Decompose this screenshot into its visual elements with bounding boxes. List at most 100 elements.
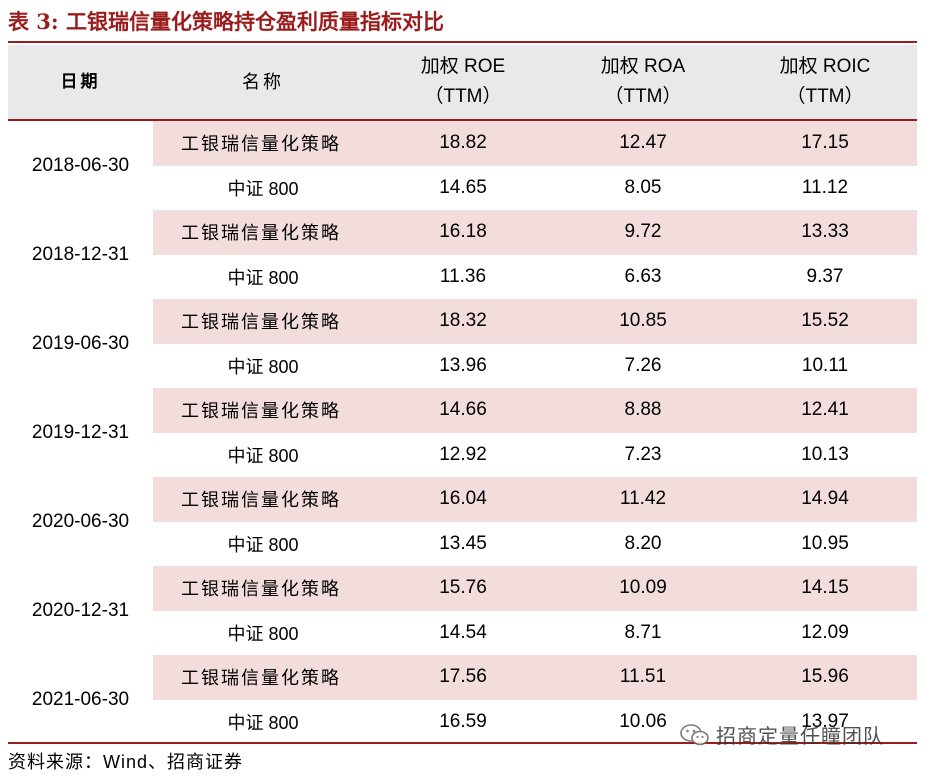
row-roe: 12.92 (439, 443, 487, 465)
row-roa: 9.72 (624, 221, 662, 243)
table-row: 工银瑞信量化策略 18.32 10.85 15.52 (8, 299, 917, 344)
header-date: 日期 (60, 72, 101, 92)
row-roe: 17.56 (439, 666, 487, 688)
table-row: 中证 800 13.45 8.20 10.95 (8, 522, 917, 567)
row-roe: 14.65 (439, 176, 487, 198)
header-roe-line1: 加权 ROE (420, 56, 506, 77)
row-highlight (153, 655, 917, 700)
row-roic: 17.15 (801, 132, 849, 154)
row-date: 2021-06-30 (31, 688, 130, 710)
row-roic: 11.12 (801, 176, 849, 198)
row-date: 2019-06-30 (31, 332, 130, 354)
row-date: 2020-06-30 (31, 510, 130, 532)
row-name: 中证 800 (227, 267, 299, 288)
row-roa: 8.20 (624, 532, 662, 554)
row-roa: 8.88 (624, 399, 662, 421)
table-row: 中证 800 14.54 8.71 12.09 (8, 611, 917, 656)
row-name: 中证 800 (227, 712, 299, 733)
table-row: 中证 800 11.36 6.63 9.37 (8, 255, 917, 300)
row-name: 工银瑞信量化策略 (181, 134, 341, 155)
row-roa: 7.23 (624, 443, 662, 465)
row-roic: 9.37 (806, 265, 844, 287)
title-rule (8, 41, 917, 43)
row-roe: 18.32 (439, 310, 487, 332)
row-name: 中证 800 (227, 356, 299, 377)
row-highlight (153, 299, 917, 344)
row-roe: 11.36 (439, 265, 487, 287)
row-roe: 18.82 (439, 132, 487, 154)
row-name: 工银瑞信量化策略 (181, 312, 341, 333)
row-date: 2019-12-31 (31, 421, 130, 443)
row-roa: 7.26 (624, 354, 662, 376)
row-roic: 14.94 (801, 488, 849, 510)
header-roic: 加权 ROIC （TTM） (733, 45, 917, 119)
table-title: 表 3: 工银瑞信量化策略持仓盈利质量指标对比 (8, 9, 444, 34)
row-roic: 13.97 (801, 710, 849, 732)
row-highlight (153, 566, 917, 611)
watermark-text: 招商定量任瞳团队 (716, 726, 884, 748)
row-name: 工银瑞信量化策略 (181, 223, 341, 244)
row-roa: 8.71 (624, 621, 662, 643)
row-date: 2020-12-31 (31, 599, 130, 621)
table-row: 中证 800 13.96 7.26 10.11 (8, 344, 917, 389)
row-highlight (153, 388, 917, 433)
header-roic-line1: 加权 ROIC (779, 56, 871, 77)
table-row: 工银瑞信量化策略 15.76 10.09 14.15 (8, 566, 917, 611)
row-roic: 14.15 (801, 577, 849, 599)
table-row: 中证 800 16.59 10.06 13.97 (8, 700, 917, 745)
header-name: 名称 (242, 72, 284, 92)
row-roic: 12.41 (801, 399, 849, 421)
row-roe: 13.96 (439, 354, 487, 376)
row-roa: 6.63 (624, 265, 662, 287)
row-name: 中证 800 (227, 178, 299, 199)
row-name: 中证 800 (227, 534, 299, 555)
row-roic: 10.13 (801, 443, 849, 465)
row-name: 中证 800 (227, 445, 299, 466)
row-roa: 11.51 (619, 666, 667, 688)
row-roe: 15.76 (439, 577, 487, 599)
source-note: 资料来源：Wind、招商证券 (8, 752, 244, 772)
row-roa: 10.85 (619, 310, 667, 332)
row-name: 中证 800 (227, 623, 299, 644)
header-roa-line1: 加权 ROA (600, 56, 686, 77)
row-name: 工银瑞信量化策略 (181, 579, 341, 600)
row-roic: 15.96 (801, 666, 849, 688)
table-header: 日期 名称 加权 ROE （TTM） 加权 ROA （TTM） 加权 ROIC … (8, 45, 917, 119)
table-row: 中证 800 14.65 8.05 11.12 (8, 166, 917, 211)
row-roa: 11.42 (619, 488, 667, 510)
row-roic: 13.33 (801, 221, 849, 243)
row-roe: 16.59 (439, 710, 487, 732)
row-roa: 10.09 (619, 577, 667, 599)
header-roic-line2: （TTM） (786, 86, 864, 107)
row-roa: 10.06 (619, 710, 667, 732)
row-roe: 14.54 (439, 621, 487, 643)
row-roic: 10.11 (801, 354, 849, 376)
row-highlight (153, 121, 917, 166)
header-roe: 加权 ROE （TTM） (373, 45, 553, 119)
table-row: 工银瑞信量化策略 16.18 9.72 13.33 (8, 210, 917, 255)
row-highlight (153, 210, 917, 255)
table-row: 工银瑞信量化策略 18.82 12.47 17.15 (8, 121, 917, 166)
header-rule (8, 119, 917, 121)
row-date: 2018-06-30 (31, 154, 130, 176)
row-date: 2018-12-31 (31, 243, 130, 265)
header-roe-line2: （TTM） (424, 86, 502, 107)
row-roic: 12.09 (801, 621, 849, 643)
row-roa: 8.05 (624, 176, 662, 198)
header-roa: 加权 ROA （TTM） (553, 45, 733, 119)
row-roe: 14.66 (439, 399, 487, 421)
row-roic: 10.95 (801, 532, 849, 554)
table-row: 中证 800 12.92 7.23 10.13 (8, 433, 917, 478)
watermark: 招商定量任瞳团队 (680, 720, 884, 749)
table-row: 工银瑞信量化策略 17.56 11.51 15.96 (8, 655, 917, 700)
row-roe: 13.45 (439, 532, 487, 554)
row-roe: 16.04 (439, 488, 487, 510)
wechat-icon (680, 723, 710, 747)
row-name: 工银瑞信量化策略 (181, 668, 341, 689)
table-row: 工银瑞信量化策略 14.66 8.88 12.41 (8, 388, 917, 433)
header-roa-line2: （TTM） (604, 86, 682, 107)
bottom-rule (8, 742, 917, 744)
row-name: 工银瑞信量化策略 (181, 401, 341, 422)
row-roe: 16.18 (439, 221, 487, 243)
row-name: 工银瑞信量化策略 (181, 490, 341, 511)
